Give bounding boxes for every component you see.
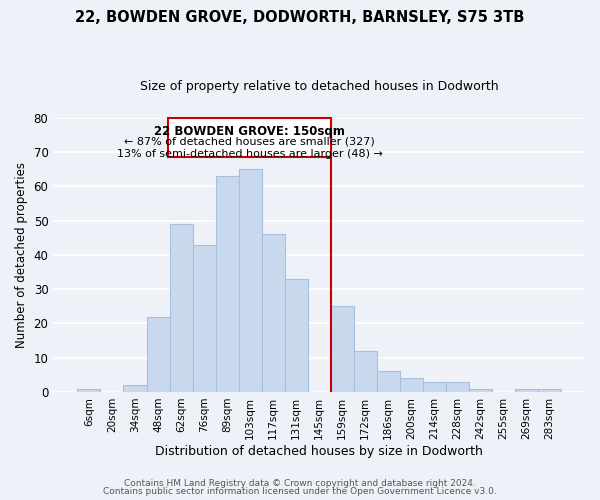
FancyBboxPatch shape	[169, 118, 331, 157]
Bar	[193, 244, 215, 392]
Bar	[215, 176, 239, 392]
X-axis label: Distribution of detached houses by size in Dodworth: Distribution of detached houses by size …	[155, 444, 483, 458]
Bar	[124, 385, 146, 392]
Y-axis label: Number of detached properties: Number of detached properties	[15, 162, 28, 348]
Bar	[469, 388, 492, 392]
Bar	[284, 279, 308, 392]
Bar	[400, 378, 423, 392]
Bar	[331, 306, 353, 392]
Bar	[77, 388, 100, 392]
Text: 22 BOWDEN GROVE: 150sqm: 22 BOWDEN GROVE: 150sqm	[154, 126, 345, 138]
Text: 13% of semi-detached houses are larger (48) →: 13% of semi-detached houses are larger (…	[116, 148, 382, 158]
Bar	[538, 388, 561, 392]
Bar	[262, 234, 284, 392]
Bar	[423, 382, 446, 392]
Bar	[353, 351, 377, 392]
Text: Contains public sector information licensed under the Open Government Licence v3: Contains public sector information licen…	[103, 487, 497, 496]
Bar	[146, 316, 170, 392]
Bar	[377, 372, 400, 392]
Title: Size of property relative to detached houses in Dodworth: Size of property relative to detached ho…	[140, 80, 499, 93]
Bar	[170, 224, 193, 392]
Bar	[239, 169, 262, 392]
Text: ← 87% of detached houses are smaller (327): ← 87% of detached houses are smaller (32…	[124, 136, 375, 146]
Bar	[446, 382, 469, 392]
Text: 22, BOWDEN GROVE, DODWORTH, BARNSLEY, S75 3TB: 22, BOWDEN GROVE, DODWORTH, BARNSLEY, S7…	[76, 10, 524, 25]
Text: Contains HM Land Registry data © Crown copyright and database right 2024.: Contains HM Land Registry data © Crown c…	[124, 478, 476, 488]
Bar	[515, 388, 538, 392]
